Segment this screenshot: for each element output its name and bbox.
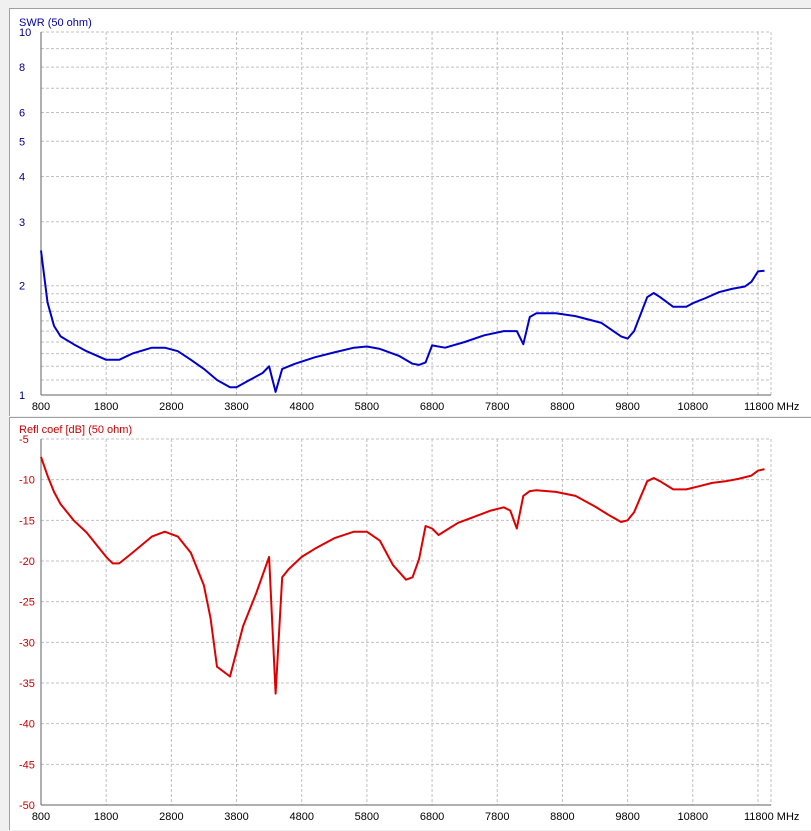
- x-tick-label: 7800: [485, 401, 509, 413]
- y-tick-label: 2: [19, 281, 25, 293]
- x-tick-label: 8800: [550, 811, 574, 823]
- y-tick-label: -15: [19, 515, 35, 527]
- x-tick-label: 11800 MHz: [744, 401, 799, 413]
- refl-coef-chart-panel: Refl coef [dB] (50 ohm) -5 -10 -15 -20 -25 -30…: [9, 417, 811, 830]
- x-tick-label: 8800: [550, 401, 574, 413]
- y-tick-label: -5: [19, 434, 29, 446]
- x-tick-label: 3800: [224, 811, 248, 823]
- y-tick-label: 5: [19, 136, 25, 148]
- x-tick-label: 11800 MHz: [744, 811, 799, 823]
- y-tick-label: -50: [19, 800, 35, 812]
- y-tick-label: 1: [19, 390, 25, 402]
- x-tick-label: 800: [32, 401, 50, 413]
- y-tick-label: -20: [19, 556, 35, 568]
- y-tick-label: 8: [19, 62, 25, 74]
- x-tick-label: 3800: [224, 401, 248, 413]
- y-tick-label: 10: [19, 27, 31, 39]
- x-tick-label: 4800: [289, 401, 313, 413]
- x-tick-label: 9800: [615, 811, 639, 823]
- x-tick-label: 800: [32, 811, 50, 823]
- y-tick-label: 3: [19, 217, 25, 229]
- x-tick-label: 9800: [615, 401, 639, 413]
- y-tick-label: 4: [19, 171, 25, 183]
- x-tick-label: 10800: [677, 811, 708, 823]
- y-tick-label: -10: [19, 475, 35, 487]
- chart-title: SWR (50 ohm): [19, 17, 92, 29]
- y-tick-label: -40: [19, 719, 35, 731]
- x-tick-label: 4800: [289, 811, 313, 823]
- x-tick-label: 6800: [420, 401, 444, 413]
- x-tick-label: 10800: [677, 401, 708, 413]
- y-tick-label: -45: [19, 759, 35, 771]
- refl-coef-chart: Refl coef [dB] (50 ohm)-5 -10 -15 -20 -25 -30…: [19, 424, 799, 823]
- swr-chart-panel: SWR (50 ohm) 10 8 6 5 4 3 2 1 800 1800 2800 3800 4800…: [9, 8, 811, 416]
- x-tick-label: 6800: [420, 811, 444, 823]
- x-tick-label: 5800: [355, 401, 379, 413]
- chart-title: Refl coef [dB] (50 ohm): [19, 424, 132, 436]
- x-tick-label: 7800: [485, 811, 509, 823]
- y-tick-label: -35: [19, 678, 35, 690]
- y-tick-label: -25: [19, 597, 35, 609]
- x-tick-label: 1800: [94, 811, 118, 823]
- y-tick-label: 6: [19, 108, 25, 120]
- series-line: [40, 456, 765, 695]
- series-line: [40, 250, 765, 393]
- x-tick-label: 5800: [355, 811, 379, 823]
- x-tick-label: 2800: [159, 811, 183, 823]
- y-tick-label: -30: [19, 637, 35, 649]
- x-tick-label: 2800: [159, 401, 183, 413]
- x-tick-label: 1800: [94, 401, 118, 413]
